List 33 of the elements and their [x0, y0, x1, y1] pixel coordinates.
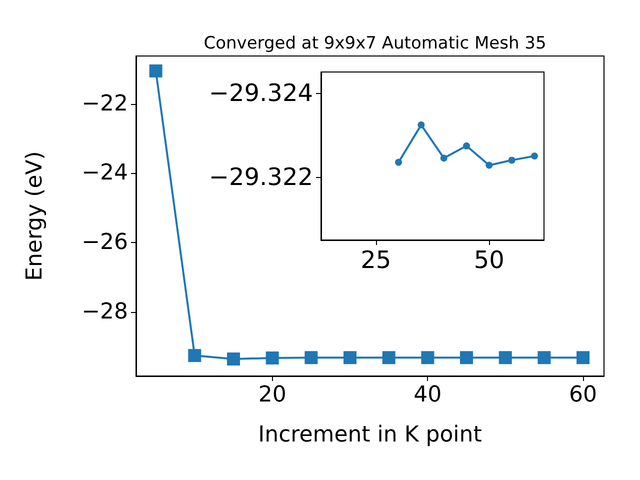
chart-title: Converged at 9x9x7 Automatic Mesh 35	[204, 34, 546, 54]
x-tick-label: 40	[414, 382, 442, 408]
point	[486, 162, 493, 169]
y-axis-title: Energy (eV)	[22, 151, 48, 281]
x-tick-label: 25	[360, 246, 392, 274]
x-tick-label: 20	[258, 382, 286, 408]
point	[508, 156, 516, 164]
point	[149, 64, 162, 78]
x-tick-label: 50	[474, 246, 504, 274]
point	[530, 152, 538, 160]
point	[188, 349, 202, 362]
y-tick-label: −26	[82, 230, 128, 256]
point	[421, 351, 434, 364]
point	[538, 351, 551, 364]
point	[576, 351, 590, 364]
y-tick-label: −22	[82, 91, 128, 116]
point	[418, 121, 425, 128]
point	[344, 351, 356, 364]
point	[460, 351, 474, 364]
point	[266, 351, 279, 364]
point	[498, 351, 512, 364]
point	[382, 351, 396, 364]
y-tick-label: −29.324	[208, 79, 313, 107]
x-tick-label: 60	[569, 382, 598, 408]
y-tick-label: −24	[82, 160, 128, 186]
point	[395, 158, 402, 166]
point	[304, 351, 318, 364]
point	[463, 142, 470, 150]
point	[440, 154, 448, 162]
y-tick-label: −28	[82, 299, 128, 324]
point	[226, 352, 240, 366]
y-tick-label: −29.322	[208, 163, 313, 191]
x-axis-title: Increment in K point	[258, 422, 482, 448]
